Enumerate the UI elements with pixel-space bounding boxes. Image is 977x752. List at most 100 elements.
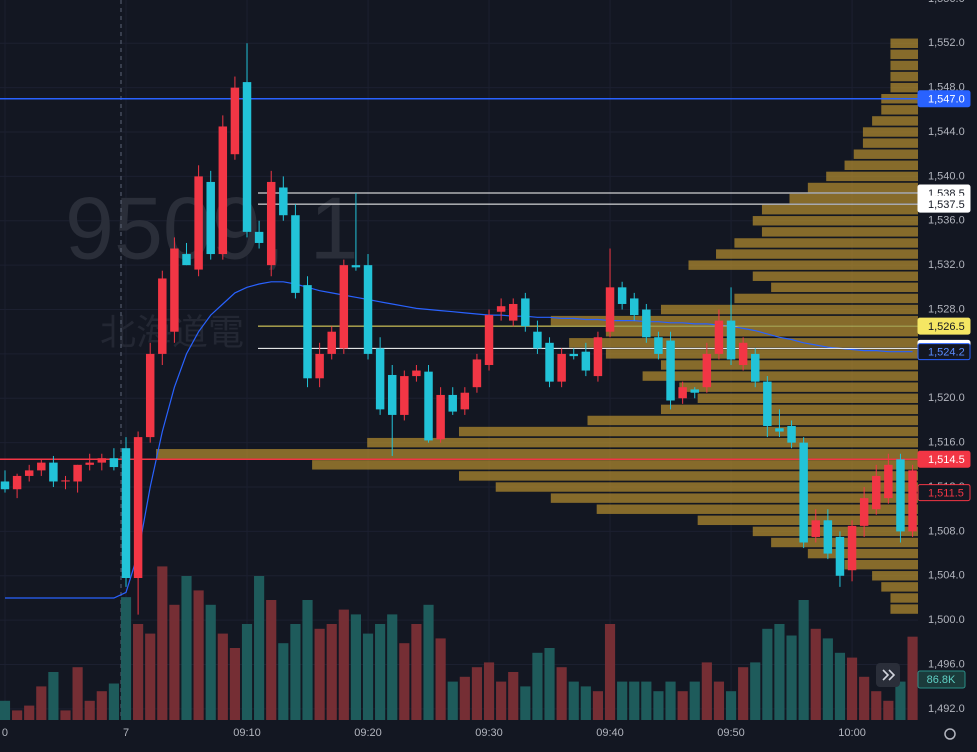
volume-bar	[362, 633, 374, 720]
volume-bar	[350, 614, 362, 720]
volume-bar	[459, 676, 470, 720]
profile-bar	[881, 105, 918, 115]
candle-body	[206, 181, 215, 255]
volume-bar	[0, 700, 11, 720]
profile-bar	[312, 460, 918, 470]
volume-bar	[665, 681, 676, 720]
volume-bar	[326, 624, 337, 720]
volume-bar	[447, 681, 458, 720]
volume-bar	[846, 657, 858, 720]
candle-body	[896, 459, 905, 532]
candle-body	[508, 303, 518, 321]
volume-bar	[689, 681, 700, 720]
profile-bar	[459, 426, 918, 437]
y-tick-label: 1,544.0	[928, 126, 965, 138]
profile-bar	[890, 60, 918, 71]
volume-bar	[834, 652, 846, 720]
volume-bar	[508, 672, 519, 720]
profile-bar	[890, 38, 918, 48]
volume-badge-text: 86.8K	[927, 674, 956, 686]
volume-bar	[387, 614, 398, 720]
volume-bar	[120, 597, 132, 720]
candle-body	[266, 181, 276, 266]
volume-bar	[859, 676, 870, 720]
profile-bar	[890, 82, 918, 93]
y-tick-label: 1,528.0	[928, 303, 965, 315]
volume-bar	[157, 566, 168, 720]
x-tick-label: 0	[2, 727, 8, 739]
volume-bar	[290, 624, 301, 720]
price-label-box	[917, 450, 971, 468]
volume-bar	[229, 648, 240, 720]
candle-body	[811, 520, 820, 537]
y-tick-label: 1,540.0	[928, 170, 965, 182]
volume-bar	[895, 681, 906, 720]
candle-layer	[0, 43, 917, 615]
volume-bar	[653, 691, 664, 720]
profile-bar	[881, 582, 918, 592]
candle-body	[375, 348, 385, 410]
price-label-box	[917, 317, 971, 335]
candle-body	[436, 394, 445, 440]
profile-bar	[587, 415, 918, 426]
y-tick-label: 1,552.0	[928, 37, 965, 49]
candle-body	[133, 437, 143, 578]
candle-body	[158, 278, 167, 354]
profile-bar	[844, 559, 918, 570]
volume-bar	[883, 700, 894, 720]
volume-bar	[145, 633, 156, 720]
candle-body	[24, 470, 34, 476]
profile-bar	[872, 116, 918, 126]
candle-body	[230, 87, 240, 155]
y-tick-label: 1,492.0	[928, 703, 965, 715]
profile-bar	[605, 326, 918, 337]
volume-bar	[725, 691, 737, 720]
profile-bar	[495, 482, 918, 492]
volume-bar	[774, 624, 785, 720]
candle-body	[557, 353, 566, 382]
candle-body	[12, 475, 22, 490]
candle-body	[496, 306, 506, 312]
price-label: 1,524.2	[928, 347, 965, 359]
profile-bar	[862, 138, 918, 148]
volume-bar	[399, 643, 410, 720]
volume-bar	[786, 635, 797, 720]
profile-bar	[716, 249, 918, 259]
y-tick-label: 1,508.0	[928, 525, 965, 537]
price-label: 1,547.0	[928, 94, 965, 106]
y-tick-label: 1,556.0	[928, 0, 965, 5]
volume-bar	[871, 691, 882, 720]
volume-bar	[193, 590, 204, 720]
volume-bar	[84, 700, 95, 720]
volume-bar	[471, 667, 483, 720]
profile-bar	[752, 271, 918, 281]
candle-body	[351, 265, 361, 268]
profile-bar	[605, 349, 918, 359]
profile-bar	[853, 149, 918, 159]
profile-bar	[752, 526, 918, 537]
candle-body	[194, 176, 203, 270]
candle-body	[85, 462, 94, 465]
x-tick-label: 09:10	[233, 727, 261, 739]
candle-body	[714, 320, 724, 354]
volume-bar	[750, 662, 761, 720]
volume-bar	[423, 604, 434, 720]
candle-body	[605, 287, 615, 332]
volume-bar	[604, 624, 616, 720]
profile-bar	[734, 293, 918, 304]
profile-bar	[826, 171, 918, 182]
volume-bar	[568, 681, 579, 720]
candle-body	[460, 392, 470, 410]
candle-body	[37, 462, 46, 471]
price-label: 1,511.5	[928, 487, 964, 499]
profile-bar	[844, 160, 918, 171]
candle-body	[424, 371, 433, 441]
candle-body	[121, 448, 131, 578]
settings-button[interactable]	[944, 728, 956, 740]
x-tick-label: 09:50	[717, 727, 745, 739]
profile-bar	[679, 382, 918, 392]
candle-body	[593, 337, 603, 377]
candle-body	[702, 353, 712, 388]
volume-bar	[60, 710, 71, 720]
volume-bar	[617, 681, 628, 720]
